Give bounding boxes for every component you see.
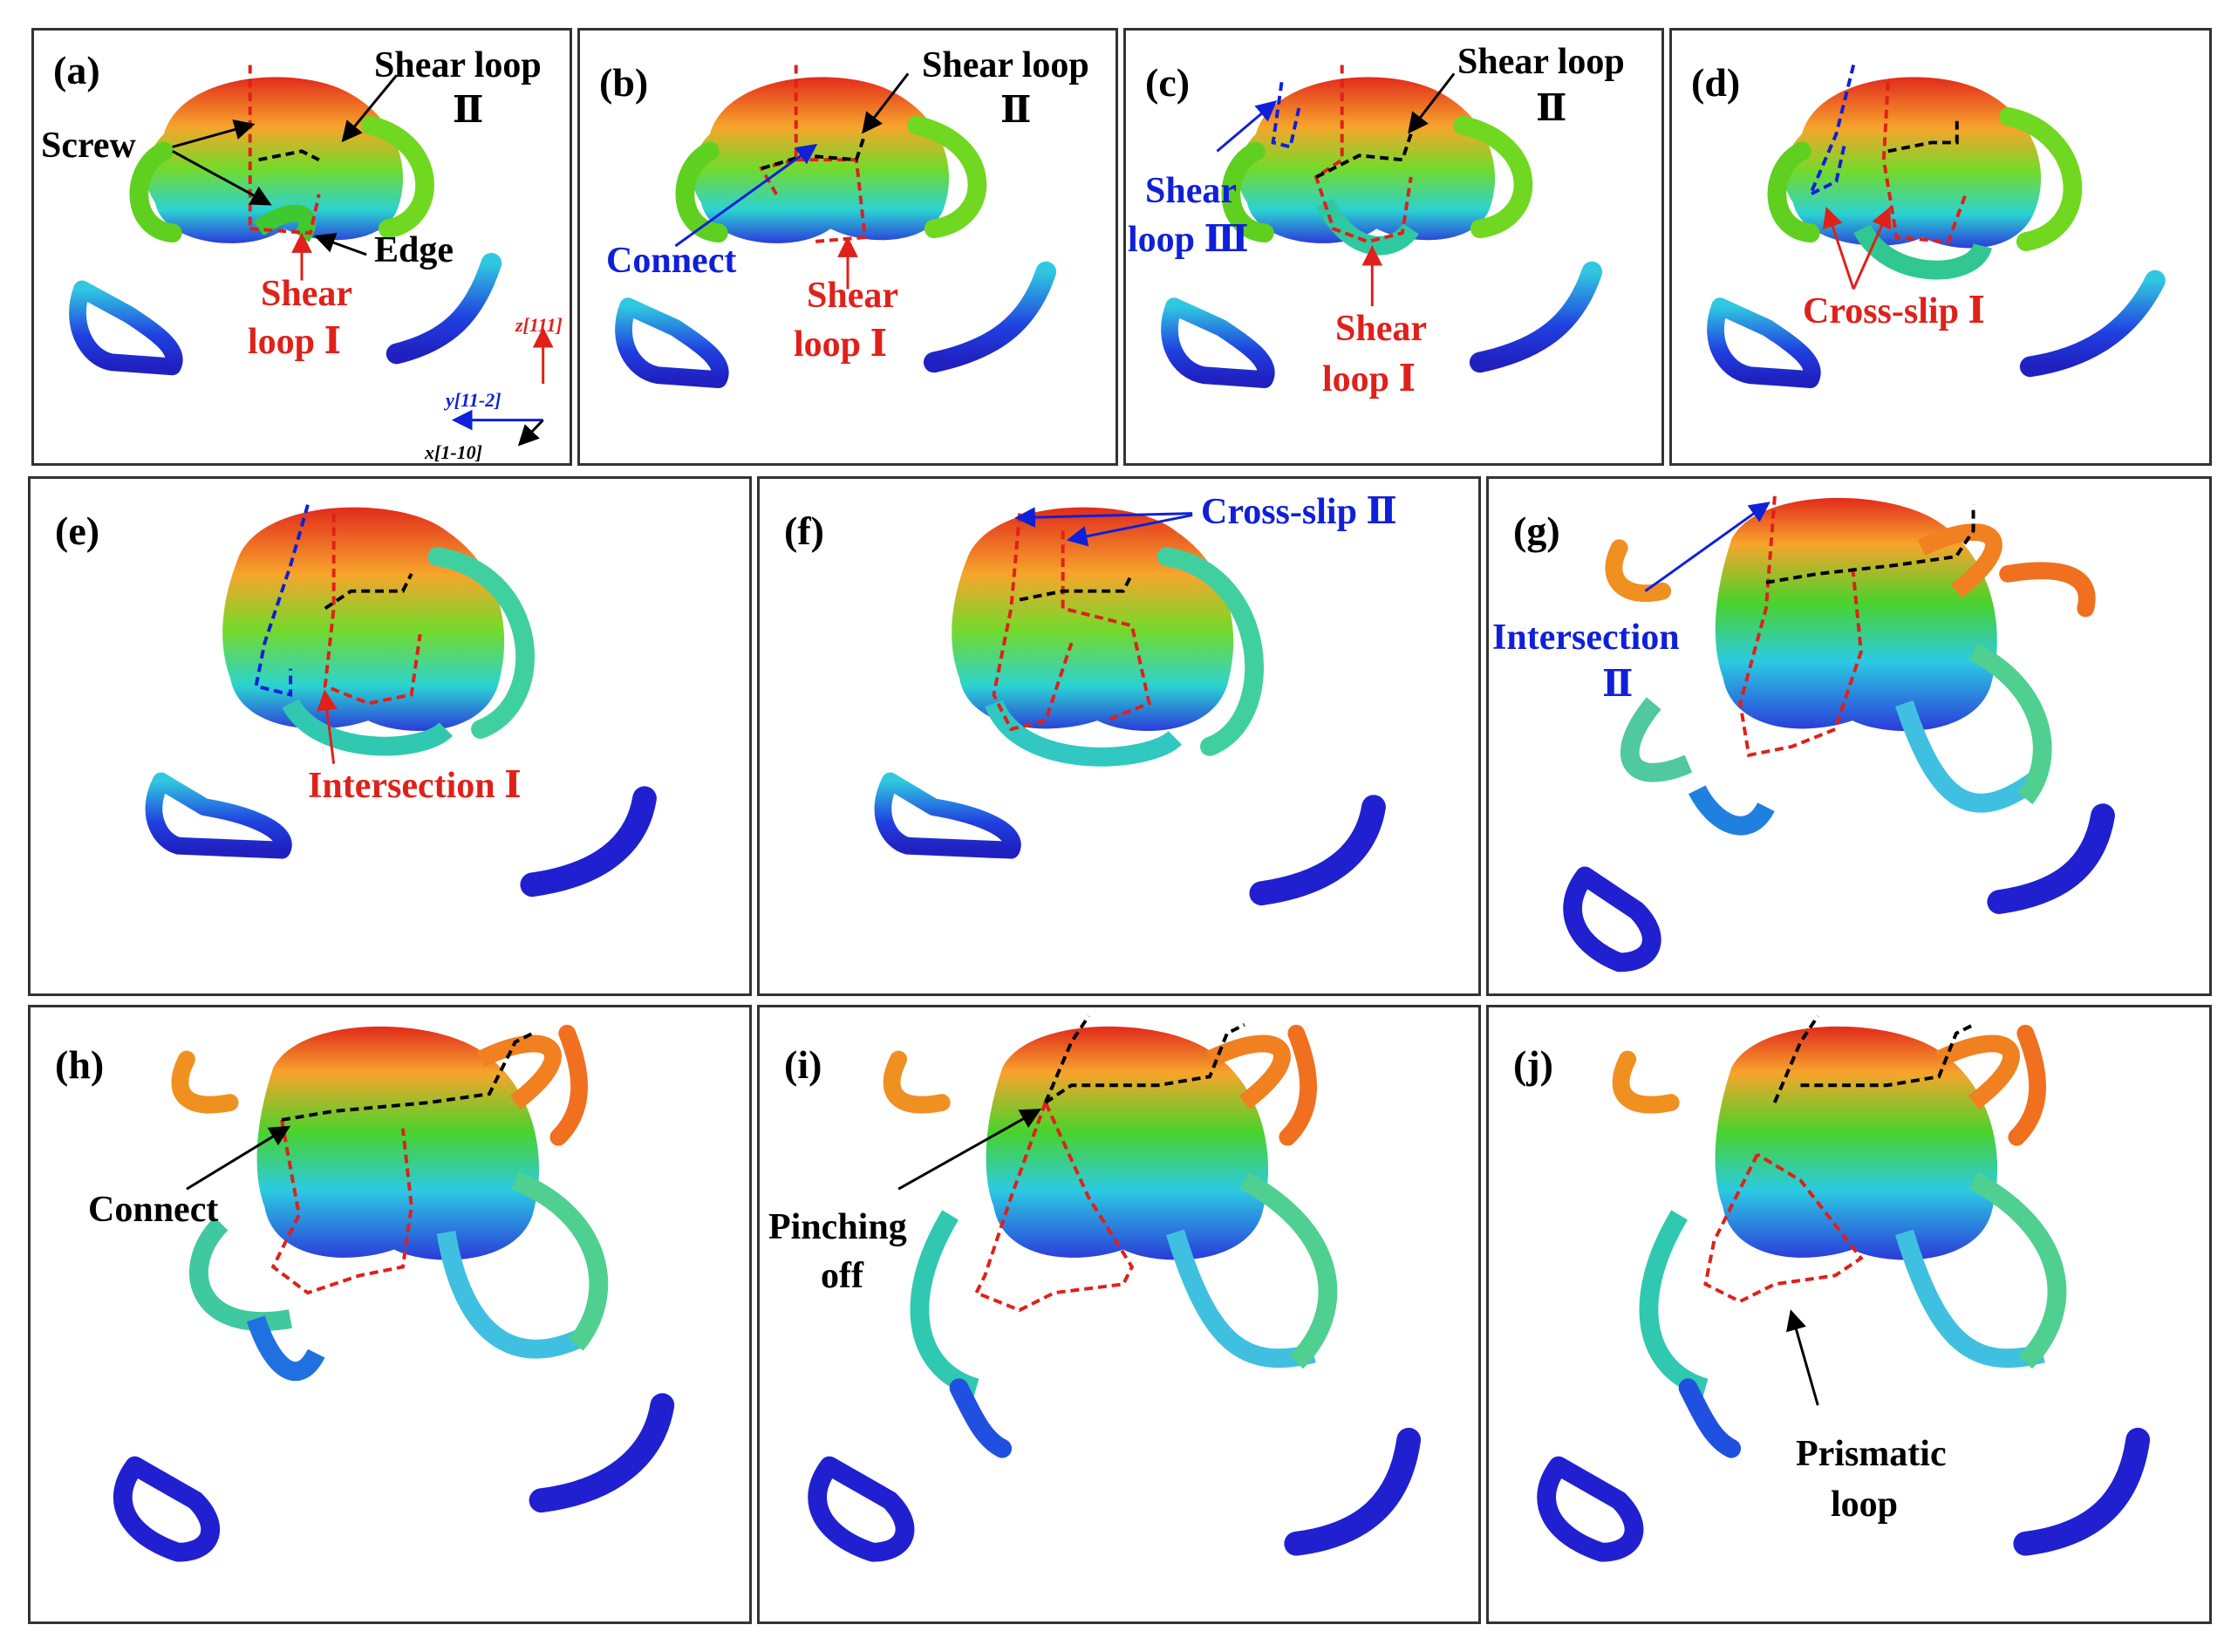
- panel-f: (f) Cross-slip Ⅱ: [757, 476, 1481, 996]
- axis-y-label: y[11-2]: [446, 389, 501, 411]
- dislocation-illustration: [1161, 65, 1603, 389]
- intersection-ii-label-1: Intersection: [1492, 618, 1680, 658]
- panel-j: (j) Prismatic loop: [1486, 1005, 2212, 1624]
- shear-loop-ii-label: Shear loop: [374, 45, 542, 85]
- panel-h: (h) Connect: [28, 1005, 752, 1624]
- cross-slip-ii-label: Cross-slip Ⅱ: [1201, 492, 1397, 532]
- panel-label: (b): [599, 60, 649, 105]
- shear-loop-i-label-2: loop Ⅰ: [248, 322, 342, 362]
- shear-loop-i-label-2: loop Ⅰ: [1322, 359, 1416, 399]
- roman-ii-label: Ⅱ: [1536, 89, 1567, 129]
- panel-label: (i): [784, 1042, 822, 1087]
- screw-label: Screw: [41, 126, 136, 166]
- panel-label: (g): [1513, 509, 1560, 553]
- connect-label: Connect: [606, 241, 737, 281]
- shear-loop-i-label-2: loop Ⅰ: [794, 324, 888, 365]
- pinching-off-label-2: off: [821, 1256, 863, 1296]
- dislocation-illustration: [1707, 65, 2166, 389]
- dislocation-illustration: [1563, 495, 2115, 973]
- panel-label: (f): [784, 509, 824, 553]
- panel-a: (a) Shear loop Ⅱ Screw Edge Shear loop Ⅰ…: [31, 28, 572, 466]
- cross-slip-i-label: Cross-slip Ⅰ: [1803, 291, 1986, 331]
- dislocation-illustration: [615, 65, 1057, 389]
- axis-z-label: z[111]: [515, 314, 563, 336]
- dislocation-illustration: [1537, 1014, 2151, 1562]
- roman-ii-label: Ⅱ: [453, 91, 484, 131]
- panel-g: (g) Intersection Ⅱ: [1486, 476, 2212, 996]
- shear-loop-ii-label: Shear loop: [1457, 42, 1625, 82]
- shear-loop-i-label-1: Shear: [807, 276, 898, 316]
- shear-loop-i-label-1: Shear: [261, 274, 352, 314]
- panel-label: (e): [55, 509, 100, 553]
- shear-loop-iii-label-2: loop Ⅲ: [1128, 220, 1249, 260]
- dislocation-illustration: [874, 507, 1386, 906]
- panel-label: (d): [1691, 60, 1741, 105]
- connect-label: Connect: [88, 1190, 219, 1230]
- shear-loop-iii-label-1: Shear: [1145, 171, 1237, 211]
- pinching-off-label-1: Pinching: [768, 1207, 907, 1247]
- dislocation-illustration: [113, 1024, 675, 1562]
- dislocation-illustration: [69, 65, 554, 447]
- shear-loop-ii-label: Shear loop: [922, 45, 1089, 85]
- panel-c: (c) Shear loop Ⅱ Shear loop Ⅲ Shear loop…: [1123, 28, 1664, 466]
- roman-ii-label: Ⅱ: [1000, 91, 1032, 131]
- panel-label: (c): [1145, 60, 1191, 105]
- panel-label: (j): [1513, 1042, 1553, 1087]
- panel-b: (b) Shear loop Ⅱ Connect Shear loop Ⅰ: [577, 28, 1118, 466]
- axis-x-label: x[1-10]: [425, 441, 482, 463]
- panel-label: (a): [53, 48, 100, 92]
- prismatic-loop-label-2: loop: [1831, 1485, 1899, 1525]
- panel-label: (h): [55, 1042, 105, 1087]
- panel-d: (d) Cross-slip Ⅰ: [1669, 28, 2212, 466]
- intersection-ii-label-2: Ⅱ: [1602, 665, 1634, 705]
- panel-e: (e) Intersection Ⅰ: [28, 476, 752, 996]
- dislocation-illustration: [145, 504, 657, 898]
- intersection-i-label: Intersection Ⅰ: [308, 766, 522, 806]
- dislocation-illustration: [808, 1014, 1422, 1562]
- shear-loop-i-label-1: Shear: [1335, 309, 1427, 349]
- panel-i: (i) Pinching off: [757, 1005, 1481, 1624]
- edge-label: Edge: [374, 230, 454, 270]
- prismatic-loop-label-1: Prismatic: [1796, 1434, 1947, 1474]
